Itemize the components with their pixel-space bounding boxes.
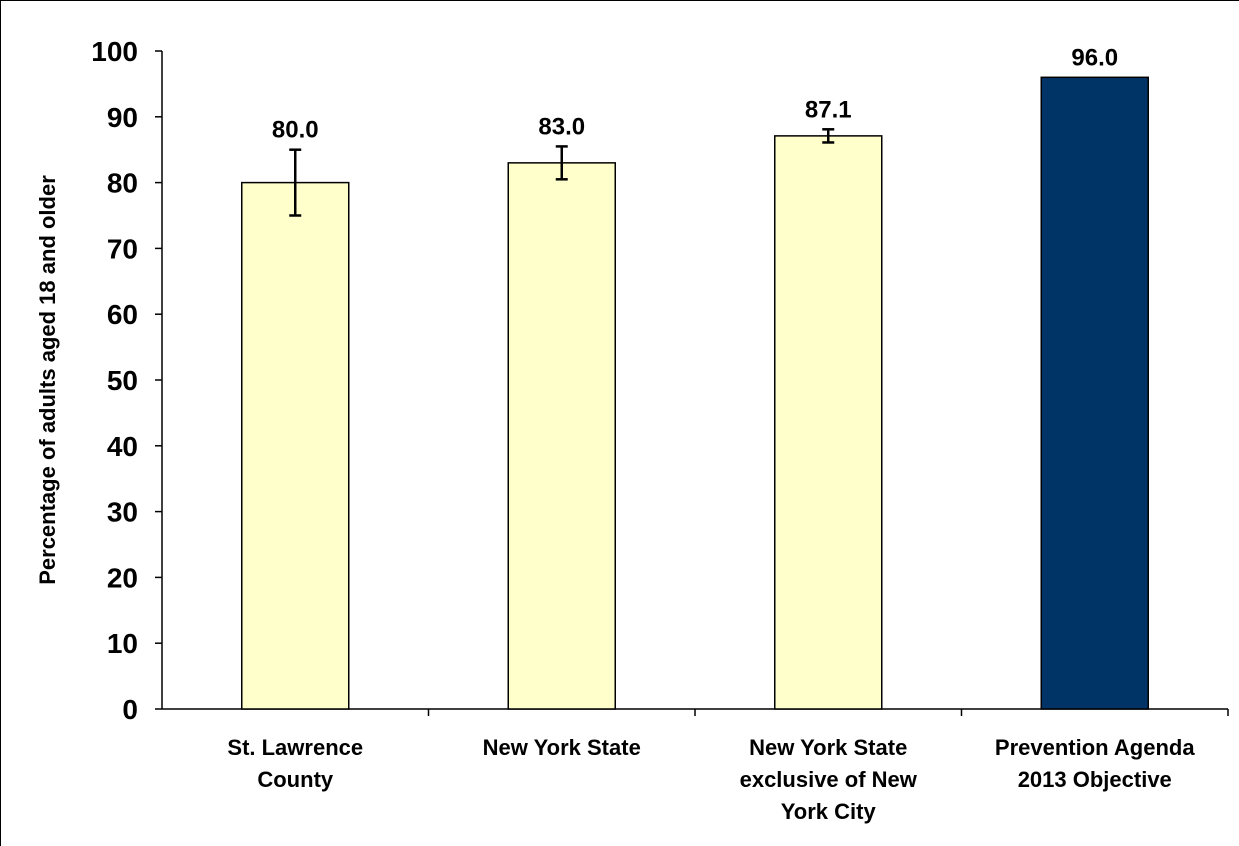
y-axis-title: Percentage of adults aged 18 and older — [35, 175, 60, 585]
x-category-label: New York State — [749, 735, 907, 760]
bar — [774, 135, 883, 710]
x-category-label: 2013 Objective — [1018, 767, 1172, 792]
data-label: 96.0 — [1071, 44, 1118, 71]
x-category-label: exclusive of New — [740, 767, 918, 792]
y-tick-label: 60 — [107, 299, 138, 330]
y-tick-label: 90 — [107, 102, 138, 133]
x-category-label: New York State — [483, 735, 641, 760]
x-category-label: Prevention Agenda — [995, 735, 1195, 760]
y-tick-label: 0 — [122, 694, 138, 725]
x-category-label: York City — [781, 799, 877, 824]
y-tick-label: 100 — [91, 36, 138, 67]
bar — [1040, 76, 1149, 710]
y-tick-label: 70 — [107, 233, 138, 264]
data-label: 87.1 — [805, 96, 852, 123]
x-category-label: County — [257, 767, 334, 792]
y-tick-label: 30 — [107, 497, 138, 528]
data-label: 80.0 — [272, 117, 319, 144]
y-tick-label: 10 — [107, 628, 138, 659]
bar — [241, 181, 350, 710]
x-category-label: St. Lawrence — [227, 735, 363, 760]
bar — [507, 162, 616, 710]
y-tick-label: 50 — [107, 365, 138, 396]
y-tick-label: 20 — [107, 562, 138, 593]
y-tick-label: 80 — [107, 168, 138, 199]
y-tick-label: 40 — [107, 431, 138, 462]
data-label: 83.0 — [538, 113, 585, 140]
